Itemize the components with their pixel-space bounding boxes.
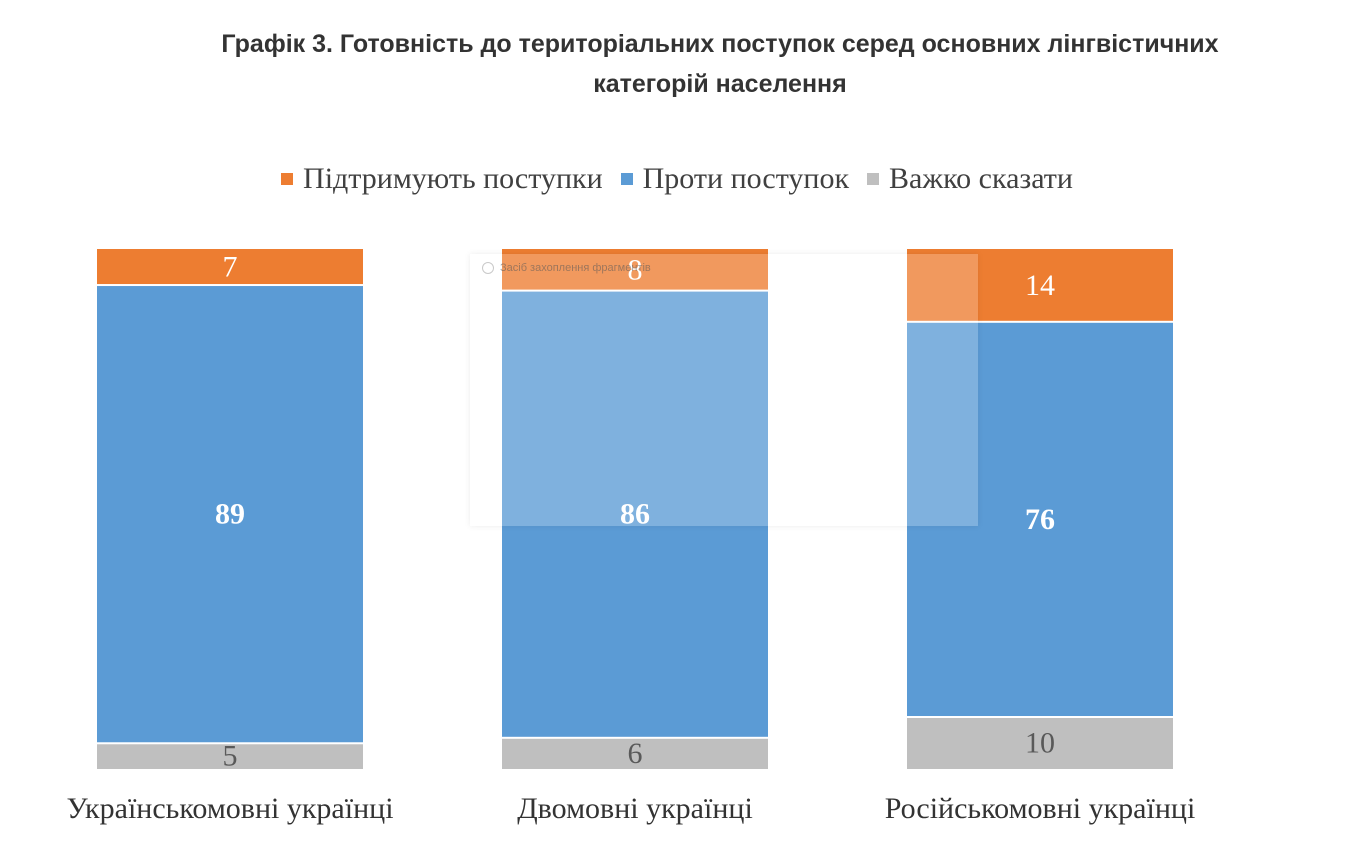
- legend-swatch-hard-to-say: [867, 173, 880, 185]
- category-label-2: Двомовні українці: [517, 792, 753, 825]
- bar-segment-hard-to-say-3: [907, 718, 1173, 769]
- legend-item-hard-to-say: Важко сказати: [867, 162, 1073, 196]
- snipping-tool-caption-text: Засіб захоплення фрагментів: [500, 262, 651, 274]
- data-label-support-3: 14: [1025, 269, 1055, 302]
- snipping-tool-overlay[interactable]: Засіб захоплення фрагментів: [470, 254, 978, 526]
- data-label-hard-to-say-2: 6: [628, 737, 643, 770]
- snipping-tool-caption: Засіб захоплення фрагментів: [482, 262, 651, 274]
- bar-segment-hard-to-say-2: [502, 738, 768, 769]
- data-label-support-2: 8: [628, 253, 643, 286]
- category-label-1: Українськомовні українці: [66, 792, 393, 825]
- chart-title-line-1: Графік 3. Готовність до територіальних п…: [221, 30, 1219, 58]
- category-label-3: Російськомовні українці: [885, 792, 1196, 825]
- bar-segment-against-3: [907, 322, 1173, 716]
- snipping-tool-icon: [482, 262, 494, 274]
- data-label-hard-to-say-1: 5: [223, 740, 238, 773]
- legend-label-support: Підтримують поступки: [303, 162, 603, 195]
- bar-segment-against-2: [502, 291, 768, 737]
- legend-swatch-support: [281, 173, 294, 185]
- chart-title-line-2: категорій населення: [593, 70, 847, 98]
- data-label-against-2: 86: [620, 498, 650, 531]
- data-label-against-3: 76: [1025, 503, 1055, 536]
- legend-label-hard-to-say: Важко сказати: [889, 162, 1073, 195]
- data-label-support-1: 7: [223, 251, 238, 284]
- bar-segment-against-1: [97, 286, 363, 743]
- chart-legend: Підтримують поступки Проти поступок Важк…: [0, 162, 1354, 196]
- legend-swatch-against: [620, 173, 633, 185]
- data-label-against-1: 89: [215, 498, 245, 531]
- legend-item-support: Підтримують поступки: [281, 162, 603, 196]
- legend-label-against: Проти поступок: [642, 162, 850, 195]
- data-label-hard-to-say-3: 10: [1025, 727, 1055, 760]
- bar-segment-support-1: [97, 249, 363, 285]
- bar-segment-hard-to-say-1: [97, 744, 363, 769]
- bar-segment-support-2: [502, 249, 768, 290]
- chart-title: Графік 3. Готовність до територіальних п…: [100, 24, 1340, 104]
- legend-item-against: Проти поступок: [620, 162, 850, 196]
- bar-segment-support-3: [907, 249, 1173, 321]
